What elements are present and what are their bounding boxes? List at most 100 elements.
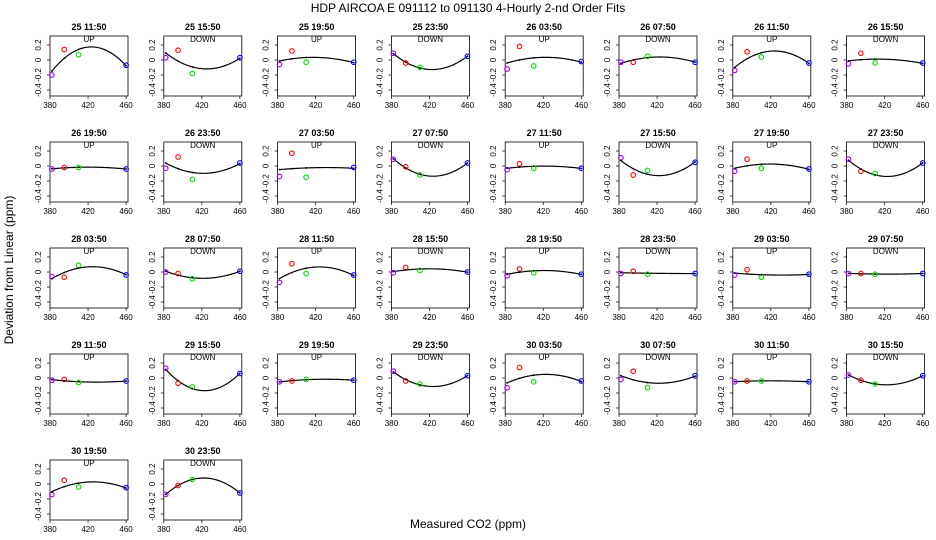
- x-tick-label: 420: [537, 101, 551, 110]
- panel-title: 30 07:50: [640, 340, 676, 350]
- fit-marker: [580, 273, 583, 276]
- fit-marker: [404, 269, 407, 271]
- fit-marker: [859, 168, 862, 170]
- fit-marker: [164, 493, 167, 496]
- panel-frame: [49, 35, 129, 97]
- panel-title: 29 19:50: [299, 340, 335, 350]
- panel-frame: [732, 353, 812, 415]
- x-tick-label: 460: [802, 207, 816, 216]
- standard-point: [175, 482, 181, 489]
- panel-direction: UP: [766, 35, 777, 44]
- fit-marker: [518, 377, 521, 380]
- fit-marker: [238, 492, 241, 494]
- y-tick-label: -0.2: [375, 68, 384, 82]
- fit-curve: [279, 266, 354, 280]
- standard-point: [630, 172, 637, 178]
- panel-frame: [846, 35, 925, 97]
- fit-curve: [279, 56, 354, 64]
- fit-curve: [165, 368, 241, 392]
- panel-title: 30 19:50: [71, 446, 107, 456]
- y-tick-label: -0.2: [375, 280, 384, 294]
- panel-271150: 27 11:50 UP 380 420 460 -0.4-0.2 0 0.2: [489, 128, 588, 216]
- x-tick-label: 460: [916, 313, 930, 322]
- panel-frame: [504, 35, 584, 97]
- fit-marker: [620, 374, 622, 377]
- fit-marker: [278, 168, 281, 171]
- panel-direction: DOWN: [418, 247, 444, 256]
- panel-300350: 30 03:50 UP 380 420 460 -0.4-0.2 0 0.2: [489, 340, 588, 428]
- standard-point: [516, 364, 523, 371]
- x-tick-label: 420: [878, 101, 892, 110]
- x-tick-label: 420: [764, 313, 778, 322]
- x-tick-label: 460: [233, 313, 247, 322]
- panel-title: 28 19:50: [526, 234, 562, 244]
- y-tick-label: 0: [375, 375, 384, 380]
- y-tick-label: 0.2: [262, 145, 271, 157]
- y-tick-label: -0.2: [831, 280, 840, 294]
- fit-marker: [419, 383, 421, 386]
- fit-marker: [77, 166, 80, 169]
- panel-frame: [618, 35, 698, 97]
- y-tick-label: -0.2: [831, 68, 840, 82]
- y-tick-label: -0.2: [603, 280, 612, 294]
- fit-marker: [760, 51, 763, 54]
- panel-270350: 27 03:50 UP 380 420 460 -0.4-0.2 0 0.2: [262, 128, 361, 216]
- standard-point: [61, 477, 68, 484]
- x-tick-label: 460: [461, 101, 475, 110]
- panel-direction: UP: [766, 247, 777, 256]
- fit-curve: [620, 375, 696, 384]
- standard-point: [350, 59, 357, 66]
- fit-marker: [632, 272, 635, 274]
- y-tick-label: 0.2: [375, 39, 384, 51]
- fit-marker: [419, 268, 421, 270]
- panel-301150: 30 11:50 UP 380 420 460 -0.4-0.2 0 0.2: [717, 340, 816, 428]
- y-tick-label: 0.2: [717, 251, 726, 263]
- x-tick-label: 420: [878, 207, 892, 216]
- panel-direction: UP: [83, 35, 94, 44]
- fit-curve: [279, 166, 354, 171]
- standard-point: [162, 165, 169, 172]
- x-tick-label: 380: [385, 419, 399, 428]
- x-tick-label: 420: [878, 419, 892, 428]
- x-tick-label: 380: [840, 419, 854, 428]
- x-tick-label: 460: [119, 207, 133, 216]
- x-tick-label: 420: [764, 101, 778, 110]
- fit-marker: [746, 380, 748, 383]
- x-tick-label: 460: [347, 419, 361, 428]
- standard-point: [919, 372, 926, 379]
- y-tick-label: -0.4: [375, 401, 384, 415]
- fit-marker: [305, 167, 308, 169]
- standard-point: [504, 66, 510, 72]
- standard-point: [845, 156, 852, 163]
- standard-point: [162, 365, 169, 372]
- standard-point: [189, 476, 196, 483]
- standard-point: [402, 163, 409, 170]
- fit-curve: [165, 162, 241, 174]
- standard-point: [289, 150, 295, 157]
- panel-direction: UP: [311, 247, 322, 256]
- panel-title: 26 07:50: [640, 22, 676, 32]
- fit-marker: [760, 273, 763, 276]
- panel-direction: DOWN: [190, 247, 216, 256]
- x-tick-label: 460: [575, 207, 589, 216]
- x-tick-label: 380: [157, 313, 171, 322]
- y-tick-label: -0.4: [262, 401, 271, 415]
- fit-marker: [352, 379, 355, 382]
- x-tick-label: 460: [233, 419, 247, 428]
- fit-marker: [921, 272, 924, 275]
- x-tick-label: 380: [726, 419, 740, 428]
- standard-point: [692, 159, 698, 166]
- fit-marker: [874, 273, 877, 275]
- panel-direction: DOWN: [418, 353, 444, 362]
- panel-frame: [49, 141, 129, 203]
- panel-direction: UP: [83, 141, 94, 150]
- x-tick-label: 460: [688, 419, 702, 428]
- y-tick-label: 0.2: [603, 145, 612, 157]
- standard-point: [123, 62, 129, 69]
- standard-point: [858, 50, 864, 57]
- x-tick-label: 460: [347, 207, 361, 216]
- y-tick-label: 0.2: [831, 357, 840, 369]
- fit-marker: [847, 374, 850, 376]
- standard-point: [692, 270, 698, 277]
- fit-marker: [63, 166, 66, 169]
